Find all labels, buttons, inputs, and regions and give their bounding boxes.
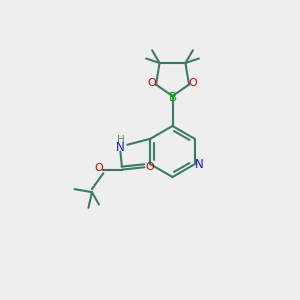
- Text: N: N: [116, 141, 125, 154]
- Text: O: O: [147, 78, 156, 88]
- Text: N: N: [195, 158, 204, 171]
- Text: O: O: [146, 162, 154, 172]
- Text: O: O: [189, 78, 198, 88]
- Text: O: O: [94, 163, 103, 173]
- Text: H: H: [116, 135, 124, 145]
- Text: B: B: [168, 91, 177, 104]
